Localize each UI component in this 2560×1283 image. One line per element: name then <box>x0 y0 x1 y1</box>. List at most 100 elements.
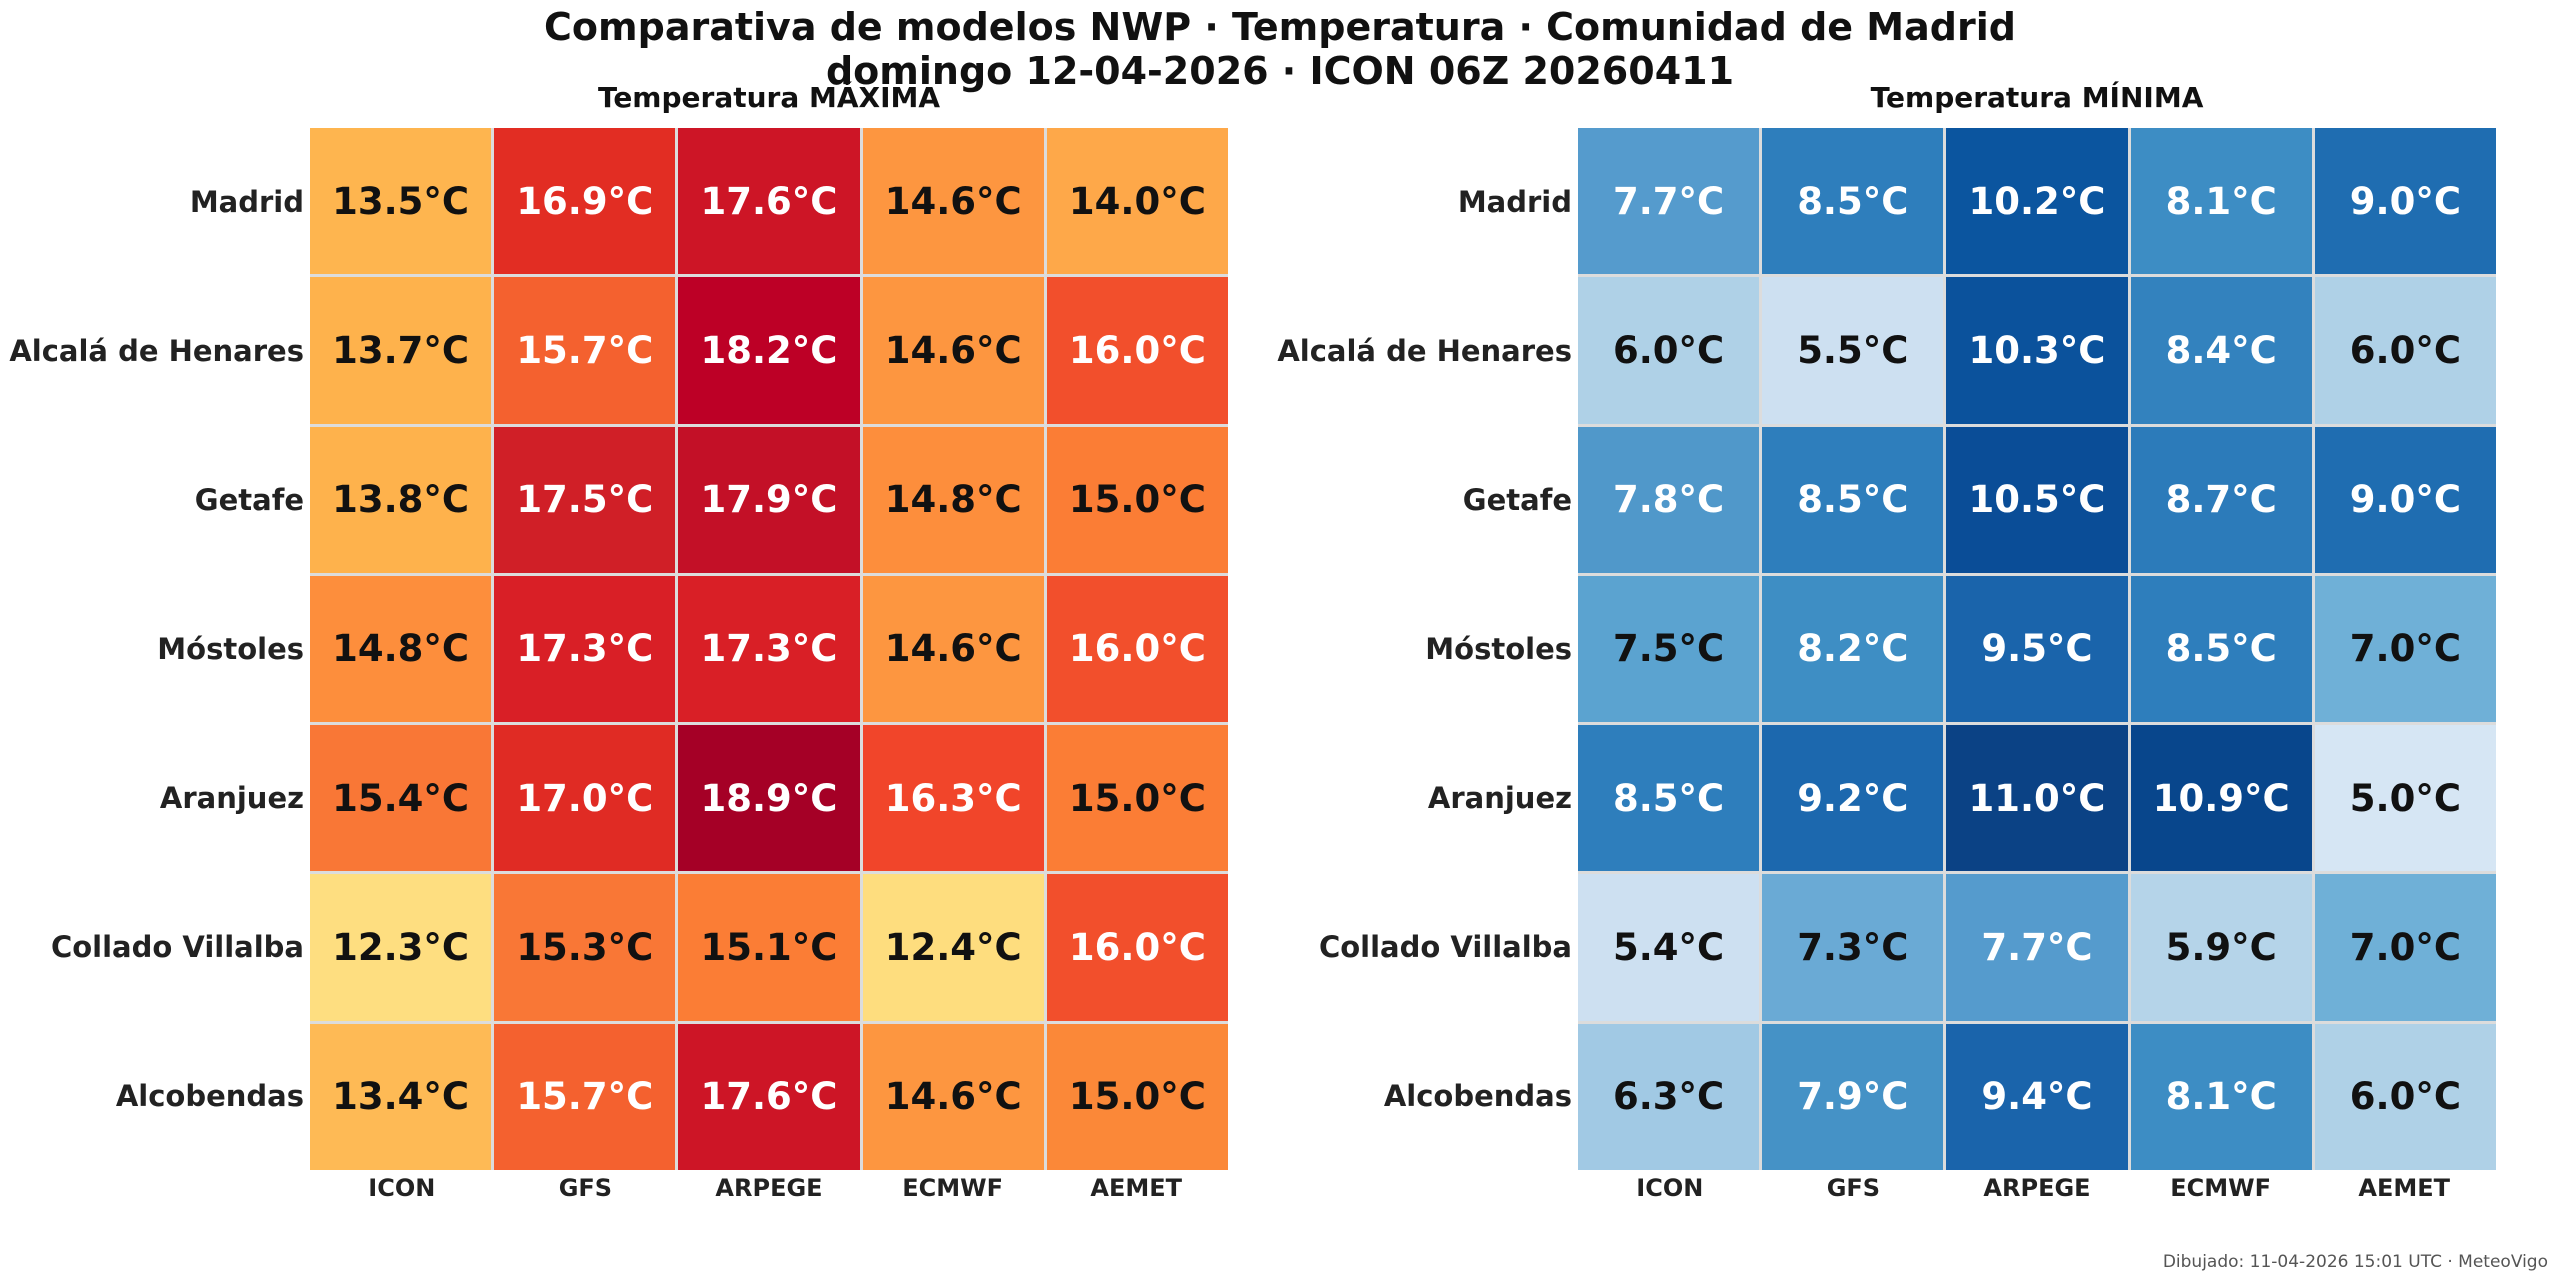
row-label: Getafe <box>1462 483 1572 518</box>
row-label: Madrid <box>1457 185 1572 220</box>
heatmap-cell: 15.7°C <box>494 277 676 424</box>
heatmap-cell: 13.8°C <box>310 426 492 573</box>
column-label: ECMWF <box>902 1174 1003 1202</box>
heatmap-cell: 8.1°C <box>2130 128 2312 275</box>
heatmap-cell: 16.0°C <box>1046 575 1228 723</box>
heatmap-cell: 10.5°C <box>1946 426 2128 573</box>
heatmap-cell: 9.0°C <box>2314 128 2496 275</box>
column-label: GFS <box>1826 1174 1881 1202</box>
heatmap-cell: 17.6°C <box>678 1023 860 1170</box>
row-label: Collado Villalba <box>50 929 304 964</box>
heatmap-cell: 16.9°C <box>494 128 676 275</box>
heatmap-cell: 8.5°C <box>1762 128 1944 275</box>
heatmap-cell: 12.3°C <box>310 874 492 1021</box>
min-temperature-heatmap: 7.7°C 8.5°C 10.2°C 8.1°C 9.0°C 6.0°C 5.5°C 10.3… <box>1578 128 2496 1170</box>
heatmap-cell: 8.5°C <box>1578 725 1760 872</box>
heatmap-cell: 14.6°C <box>862 128 1044 275</box>
heatmap-cell: 15.0°C <box>1046 725 1228 872</box>
heatmap-cell: 18.2°C <box>678 277 860 424</box>
chart-title: Comparativa de modelos NWP · Temperatura… <box>544 5 2016 49</box>
column-label: ECMWF <box>2170 1174 2271 1202</box>
heatmap-cell: 7.5°C <box>1578 575 1760 723</box>
heatmap-cell: 17.0°C <box>494 725 676 872</box>
heatmap-cell: 10.3°C <box>1946 277 2128 424</box>
heatmap-cell: 14.6°C <box>862 1023 1044 1170</box>
heatmap-cell: 15.3°C <box>494 874 676 1021</box>
heatmap-cell: 15.4°C <box>310 725 492 872</box>
column-label: ICON <box>368 1174 436 1202</box>
column-label: AEMET <box>1090 1174 1182 1202</box>
max-temperature-heatmap: 13.5°C 16.9°C 17.6°C 14.6°C 14.0°C 13.7°C 15.7… <box>310 128 1228 1170</box>
heatmap-cell: 17.6°C <box>678 128 860 275</box>
row-label: Aranjuez <box>159 780 304 815</box>
row-label: Alcalá de Henares <box>9 334 304 369</box>
heatmap-cell: 8.5°C <box>2130 575 2312 723</box>
heatmap-cell: 13.4°C <box>310 1023 492 1170</box>
row-label: Collado Villalba <box>1318 929 1572 964</box>
heatmap-cell: 8.2°C <box>1762 575 1944 723</box>
heatmap-cell: 14.8°C <box>862 426 1044 573</box>
row-label: Madrid <box>189 185 304 220</box>
column-label: ARPEGE <box>715 1174 823 1202</box>
row-label: Getafe <box>194 483 304 518</box>
heatmap-cell: 8.1°C <box>2130 1023 2312 1170</box>
heatmap-cell: 12.4°C <box>862 874 1044 1021</box>
row-label: Alcobendas <box>1383 1078 1572 1113</box>
heatmap-cell: 15.0°C <box>1046 1023 1228 1170</box>
heatmap-cell: 17.9°C <box>678 426 860 573</box>
heatmap-cell: 5.4°C <box>1578 874 1760 1021</box>
heatmap-cell: 14.6°C <box>862 575 1044 723</box>
heatmap-cell: 8.4°C <box>2130 277 2312 424</box>
heatmap-cell: 10.2°C <box>1946 128 2128 275</box>
heatmap-cell: 5.5°C <box>1762 277 1944 424</box>
min-row-labels: Madrid Alcalá de Henares Getafe Móstoles Ara… <box>1272 128 1572 1170</box>
heatmap-cell: 17.5°C <box>494 426 676 573</box>
heatmap-cell: 16.0°C <box>1046 874 1228 1021</box>
heatmap-cell: 6.0°C <box>2314 277 2496 424</box>
max-panel-title: Temperatura MÁXIMA <box>597 81 941 114</box>
column-label: GFS <box>558 1174 613 1202</box>
max-column-labels: ICON GFS ARPEGE ECMWF AEMET <box>310 1174 1228 1202</box>
heatmap-cell: 8.5°C <box>1762 426 1944 573</box>
heatmap-cell: 13.5°C <box>310 128 492 275</box>
column-label: AEMET <box>2358 1174 2450 1202</box>
heatmap-cell: 9.0°C <box>2314 426 2496 573</box>
heatmap-cell: 9.2°C <box>1762 725 1944 872</box>
max-row-labels: Madrid Alcalá de Henares Getafe Móstoles Ara… <box>4 128 304 1170</box>
row-label: Móstoles <box>1425 631 1572 666</box>
heatmap-cell: 7.8°C <box>1578 426 1760 573</box>
heatmap-cell: 18.9°C <box>678 725 860 872</box>
heatmap-cell: 15.0°C <box>1046 426 1228 573</box>
heatmap-cell: 7.0°C <box>2314 874 2496 1021</box>
heatmap-cell: 14.8°C <box>310 575 492 723</box>
column-label: ICON <box>1636 1174 1704 1202</box>
column-label: ARPEGE <box>1983 1174 2091 1202</box>
heatmap-cell: 7.9°C <box>1762 1023 1944 1170</box>
heatmap-cell: 17.3°C <box>678 575 860 723</box>
heatmap-cell: 5.9°C <box>2130 874 2312 1021</box>
heatmap-cell: 10.9°C <box>2130 725 2312 872</box>
heatmap-cell: 16.3°C <box>862 725 1044 872</box>
heatmap-cell: 7.3°C <box>1762 874 1944 1021</box>
heatmap-cell: 6.3°C <box>1578 1023 1760 1170</box>
heatmap-cell: 7.7°C <box>1946 874 2128 1021</box>
heatmap-cell: 6.0°C <box>2314 1023 2496 1170</box>
chart-subtitle: domingo 12-04-2026 · ICON 06Z 20260411 <box>825 49 1735 93</box>
min-panel-title: Temperatura MÍNIMA <box>1870 81 2204 114</box>
row-label: Alcalá de Henares <box>1277 334 1572 369</box>
heatmap-cell: 6.0°C <box>1578 277 1760 424</box>
heatmap-cell: 9.4°C <box>1946 1023 2128 1170</box>
heatmap-cell: 14.0°C <box>1046 128 1228 275</box>
row-label: Alcobendas <box>115 1078 304 1113</box>
footer-credit: Dibujado: 11-04-2026 15:01 UTC · MeteoVi… <box>2162 1252 2548 1272</box>
heatmap-cell: 8.7°C <box>2130 426 2312 573</box>
heatmap-cell: 7.7°C <box>1578 128 1760 275</box>
heatmap-cell: 16.0°C <box>1046 277 1228 424</box>
heatmap-cell: 14.6°C <box>862 277 1044 424</box>
heatmap-cell: 7.0°C <box>2314 575 2496 723</box>
heatmap-cell: 9.5°C <box>1946 575 2128 723</box>
heatmap-cell: 17.3°C <box>494 575 676 723</box>
heatmap-cell: 5.0°C <box>2314 725 2496 872</box>
heatmap-cell: 11.0°C <box>1946 725 2128 872</box>
row-label: Móstoles <box>157 631 304 666</box>
